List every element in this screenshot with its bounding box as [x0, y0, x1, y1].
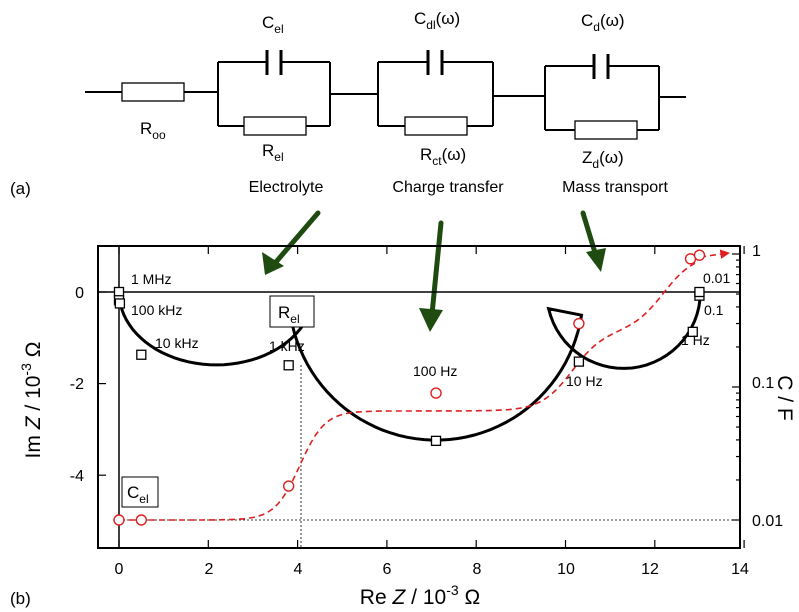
arrow-mass-transport-shaft	[580, 210, 599, 259]
y-tick-label: 0	[75, 285, 84, 302]
capacitor-label-c-el: Cel	[262, 13, 284, 36]
x-axis-title: Re Z / 10-3 Ω	[360, 582, 480, 609]
resistor-label-r-ct: Rct(ω)	[420, 145, 466, 168]
resistor-label-r-oo: Roo	[140, 119, 166, 142]
panel-label-a: (a)	[10, 179, 31, 198]
svg-text:Rel: Rel	[278, 303, 300, 326]
impedance-point	[136, 349, 147, 360]
freq-label-10khz: 10 kHz	[155, 335, 199, 351]
panel-label-b: (b)	[10, 589, 31, 608]
freq-label-100khz: 100 kHz	[131, 302, 182, 318]
capacitance-curve	[119, 262, 696, 521]
x-tick-label: 10	[557, 561, 575, 578]
x-tick-label: 6	[383, 561, 392, 578]
arrow-electrolyte-shaft	[273, 210, 321, 265]
impedance-point	[573, 356, 585, 367]
impedance-point	[687, 326, 698, 337]
freq-label-1mhz: 1 MHz	[131, 271, 171, 287]
x-tick-label: 8	[473, 561, 482, 578]
freq-label-100hz: 100 Hz	[413, 363, 457, 379]
capacitor-label-c-d: Cd(ω)	[581, 11, 625, 34]
y-tick-label: -4	[70, 468, 84, 485]
boxed-label-r-el: Rel	[269, 295, 315, 328]
impedance-point	[283, 360, 294, 371]
y2-tick-label: 0.1	[752, 375, 774, 392]
resistor-label-r-el: Rel	[262, 141, 284, 164]
capacitance-point	[430, 387, 442, 399]
impedance-point	[694, 286, 705, 298]
freq-label-1hz: 1 Hz	[681, 332, 710, 348]
process-label-mass-transport: Mass transport	[562, 179, 668, 196]
capacitance-point	[113, 514, 125, 526]
impedance-curve	[117, 290, 702, 442]
y2-tick-label: 1	[752, 243, 761, 260]
impedance-point	[114, 298, 126, 309]
x-tick-label: 0	[115, 561, 124, 578]
y-axis-title: Im Z / 10-3 Ω	[18, 342, 45, 459]
charge-transfer-rc-block	[377, 50, 494, 136]
nyquist-plot: 0 2 4 6 8 10 12 14 0 -2 -4 1 0.1 0.01 Re…	[10, 243, 796, 609]
equivalent-circuit	[85, 50, 686, 140]
x-tick-label: 12	[641, 561, 659, 578]
resistor-r-oo	[121, 82, 185, 102]
y-tick-label: -2	[70, 376, 84, 393]
capacitor-label-c-dl: Cdl(ω)	[414, 9, 460, 32]
capacitance-point	[693, 249, 706, 261]
capacitance-point	[135, 514, 148, 526]
resistor-label-z-d: Zd(ω)	[582, 148, 624, 171]
freq-label-10hz: 10 Hz	[566, 373, 603, 389]
boxed-label-c-el: Cel	[121, 476, 159, 508]
arrow-charge-transfer-shaft	[429, 220, 444, 317]
capacitance-point	[282, 480, 295, 492]
freq-label-0-01: 0.01	[703, 270, 730, 286]
svg-text:Cel: Cel	[127, 483, 149, 506]
arrow-electrolyte-head	[262, 252, 284, 275]
axis-ticks	[98, 246, 745, 548]
resistor-z-d	[574, 120, 638, 140]
mass-transport-rc-block	[544, 54, 660, 140]
plot-frame	[97, 245, 741, 549]
x-tick-label: 14	[731, 561, 749, 578]
x-tick-label: 2	[205, 561, 214, 578]
x-tick-label: 4	[294, 561, 303, 578]
freq-label-1khz: 1 kHz	[269, 338, 305, 354]
y2-axis-title: C / F	[773, 375, 796, 421]
y2-tick-label: 0.01	[752, 513, 783, 530]
process-label-electrolyte: Electrolyte	[249, 179, 324, 196]
resistor-r-ct	[404, 116, 468, 136]
impedance-point	[430, 435, 442, 447]
resistor-r-el	[243, 116, 307, 136]
arrow-charge-transfer-head	[419, 308, 443, 332]
arrow-mass-transport-head	[586, 248, 606, 272]
capacitance-point	[573, 317, 585, 330]
electrolyte-rc-block	[217, 50, 331, 136]
process-label-charge-transfer: Charge transfer	[392, 179, 504, 196]
pointer-arrows	[262, 210, 606, 332]
freq-label-0-1: 0.1	[704, 302, 724, 318]
